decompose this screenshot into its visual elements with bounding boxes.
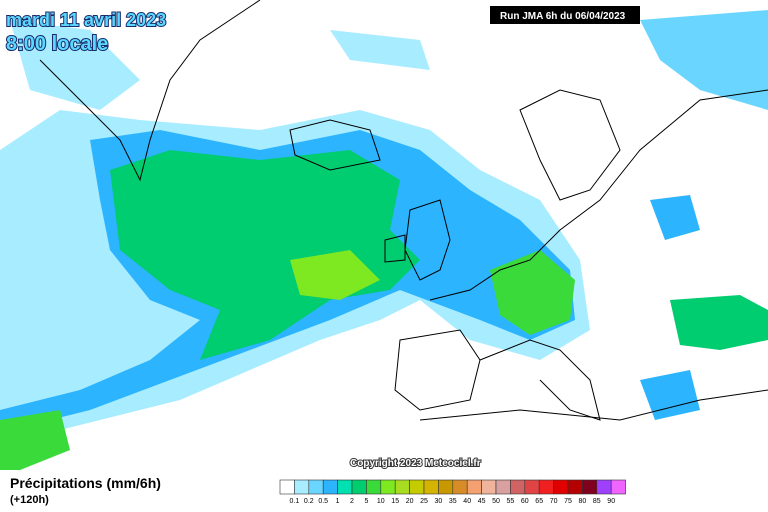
africa-coast (419, 389, 768, 421)
map-date: mardi 11 avril 2023 (6, 10, 166, 30)
legend-swatch (351, 479, 367, 495)
legend-label: 60 (521, 498, 529, 505)
legend-swatch (294, 479, 310, 495)
mediterranean-coast (479, 339, 601, 421)
precip-light (10, 20, 140, 110)
legend-label: 70 (550, 498, 558, 505)
precipitation (0, 10, 768, 470)
precip-light (330, 30, 430, 70)
legend-label: 85 (593, 498, 601, 505)
precip-light (640, 10, 768, 110)
precip-heavy (670, 295, 768, 350)
legend-label: 65 (535, 498, 543, 505)
precip-moderate (650, 195, 700, 240)
legend-label: 45 (478, 498, 486, 505)
legend-swatch (510, 479, 526, 495)
legend-swatch (438, 479, 454, 495)
iceland-coast (289, 119, 381, 171)
legend-swatch (409, 479, 425, 495)
legend-label: 80 (579, 498, 587, 505)
legend-swatch (567, 479, 583, 495)
legend-label: 20 (406, 498, 414, 505)
ireland-coast (384, 234, 406, 263)
precip-moderate (640, 370, 700, 420)
europe-coast (429, 89, 768, 301)
legend-swatch (495, 479, 511, 495)
legend-label: 55 (507, 498, 515, 505)
legend-label: 0.2 (304, 498, 314, 505)
legend-lead: (+120h) (10, 494, 49, 506)
legend-scale: 0.1 0.2 0.5 1 2 5 10 15 20 25 30 35 40 45 50 55 60 65 70 75… (279, 479, 626, 505)
legend-label: 35 (449, 498, 457, 505)
legend-swatch (582, 479, 598, 495)
legend-label: 90 (607, 498, 615, 505)
legend-swatch (394, 479, 410, 495)
copyright: Copyright 2023 Meteociel.fr (350, 458, 481, 469)
legend-swatch (279, 479, 295, 495)
legend-swatch (481, 479, 497, 495)
legend-label: 25 (420, 498, 428, 505)
precip-heavy (110, 150, 420, 360)
map (0, 0, 768, 470)
legend-swatch (524, 479, 540, 495)
legend-title: Précipitations (mm/6h) (10, 475, 161, 491)
legend-label: 0.1 (290, 498, 300, 505)
run-box (490, 6, 640, 24)
legend-swatch (610, 479, 626, 495)
scandinavia-coast (519, 89, 621, 201)
legend-label: 10 (377, 498, 385, 505)
precip-heavy (0, 410, 70, 470)
legend-swatch (466, 479, 482, 495)
legend-swatch (423, 479, 439, 495)
legend-label: 5 (364, 498, 368, 505)
legend-swatch (380, 479, 396, 495)
legend-label: 0.5 (318, 498, 328, 505)
legend-label: 50 (492, 498, 500, 505)
legend-swatch (452, 479, 468, 495)
legend-swatch (538, 479, 554, 495)
legend-swatch (308, 479, 324, 495)
legend-swatch (596, 479, 612, 495)
legend-label: 75 (564, 498, 572, 505)
map-time: 8:00 locale (6, 33, 108, 55)
legend-label: 1 (336, 498, 340, 505)
precip-heavy (490, 250, 575, 335)
run-label: Run JMA 6h du 06/04/2023 (500, 11, 626, 22)
legend-swatch (322, 479, 338, 495)
iberia-coast (394, 329, 481, 411)
legend-label: 30 (435, 498, 443, 505)
precip-core (290, 250, 380, 300)
legend-label: 2 (350, 498, 354, 505)
greenland-coast (39, 0, 261, 182)
coastlines (39, 0, 768, 421)
legend-swatch (553, 479, 569, 495)
legend-swatch (337, 479, 353, 495)
legend-swatch (366, 479, 382, 495)
legend-label: 15 (391, 498, 399, 505)
legend-label: 40 (463, 498, 471, 505)
